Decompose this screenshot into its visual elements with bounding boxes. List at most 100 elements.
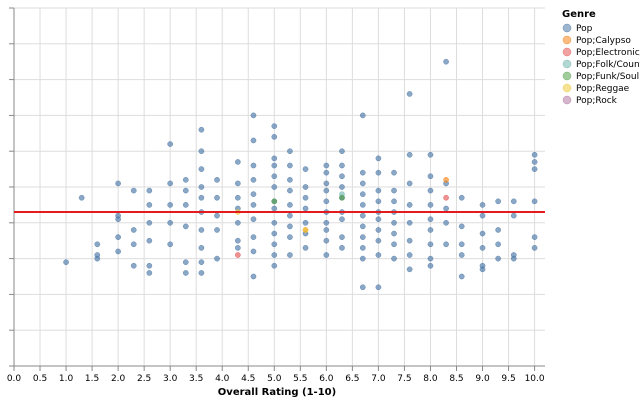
data-point xyxy=(235,245,241,251)
data-point xyxy=(271,230,278,237)
legend-title: Genre xyxy=(562,9,596,20)
x-axis-title: Overall Rating (1-10) xyxy=(218,387,336,398)
data-point xyxy=(443,241,449,248)
data-point xyxy=(130,262,137,269)
data-point xyxy=(427,255,434,262)
x-tick-label: 8.0 xyxy=(423,374,438,384)
data-point xyxy=(443,58,449,65)
data-point xyxy=(235,252,241,258)
data-point xyxy=(287,223,293,230)
data-point xyxy=(323,162,330,169)
data-point xyxy=(250,191,257,198)
data-point xyxy=(375,227,382,233)
data-point xyxy=(302,184,309,190)
legend-symbol xyxy=(562,47,572,57)
data-point xyxy=(531,159,538,165)
data-point xyxy=(250,176,257,183)
legend-label: Pop;Folk/Count xyxy=(576,60,640,70)
legend: Genre Pop Pop;Calypso Pop;Electronic/Pop;F… xyxy=(562,9,640,106)
data-point xyxy=(146,262,153,269)
data-point xyxy=(198,126,205,133)
data-point xyxy=(214,212,220,219)
data-point xyxy=(182,270,189,276)
data-point xyxy=(391,169,397,176)
data-point xyxy=(115,234,121,240)
data-point xyxy=(214,176,220,183)
data-point xyxy=(271,173,278,180)
data-point xyxy=(323,180,330,187)
data-point xyxy=(359,180,366,187)
data-point xyxy=(271,184,278,190)
x-tick-label: 10.0 xyxy=(525,374,545,384)
data-point xyxy=(250,234,257,240)
data-point xyxy=(339,216,345,223)
data-point xyxy=(375,252,382,258)
data-point xyxy=(130,187,137,194)
data-point xyxy=(287,148,293,155)
data-point xyxy=(427,241,434,248)
x-axis: 0.0 0.5 1.0 1.5 2.0 2.5 3.0 3.5 4.0 4.5 5.0 5.5 6.0 6… xyxy=(7,365,545,384)
data-point xyxy=(167,241,174,248)
data-point xyxy=(250,112,257,119)
data-point xyxy=(375,284,382,291)
x-tick-label: 2.0 xyxy=(111,374,126,384)
data-point xyxy=(406,252,413,258)
data-point xyxy=(479,245,486,251)
x-tick-label: 5.0 xyxy=(267,374,282,384)
data-point xyxy=(271,134,278,140)
data-point xyxy=(406,91,413,97)
data-point xyxy=(427,262,434,269)
legend-label: Pop;Reggae xyxy=(576,84,630,94)
data-point xyxy=(115,248,121,255)
data-point xyxy=(531,166,538,172)
data-point xyxy=(302,227,309,233)
data-point xyxy=(146,202,153,208)
data-point xyxy=(167,202,174,208)
data-point xyxy=(94,255,101,262)
data-point xyxy=(198,227,205,233)
data-point xyxy=(406,237,413,244)
data-point xyxy=(130,227,137,233)
legend-label: Pop;Rock xyxy=(576,96,618,106)
data-point xyxy=(406,202,413,208)
data-point xyxy=(531,234,538,240)
data-point xyxy=(359,255,366,262)
data-point xyxy=(250,202,257,208)
data-point xyxy=(375,237,382,244)
legend-symbol xyxy=(562,59,572,69)
data-point xyxy=(531,151,538,158)
data-point xyxy=(323,227,330,233)
data-point xyxy=(495,255,501,262)
data-point xyxy=(359,212,366,219)
data-point xyxy=(214,255,220,262)
data-point xyxy=(375,169,382,176)
data-point xyxy=(94,241,101,248)
x-tick-label: 5.5 xyxy=(293,374,307,384)
data-point xyxy=(427,151,434,158)
data-point xyxy=(130,241,137,248)
data-point xyxy=(271,219,278,226)
data-point xyxy=(182,259,189,266)
data-point xyxy=(250,216,257,223)
data-point xyxy=(531,245,538,251)
data-point xyxy=(531,198,538,205)
data-point xyxy=(359,223,366,230)
data-point xyxy=(198,166,205,172)
data-point xyxy=(339,245,345,251)
data-point xyxy=(406,219,413,226)
data-point xyxy=(339,173,345,180)
data-point xyxy=(250,162,257,169)
data-point xyxy=(391,230,397,237)
data-point xyxy=(302,205,309,212)
x-tick-label: 6.5 xyxy=(345,374,359,384)
legend-symbol xyxy=(562,35,572,45)
data-point xyxy=(271,198,278,205)
data-point xyxy=(458,194,465,201)
data-point xyxy=(146,219,153,226)
legend-symbol xyxy=(562,71,572,81)
data-point xyxy=(323,252,330,258)
data-point xyxy=(250,273,257,280)
data-point xyxy=(443,194,449,201)
data-point xyxy=(302,219,309,226)
